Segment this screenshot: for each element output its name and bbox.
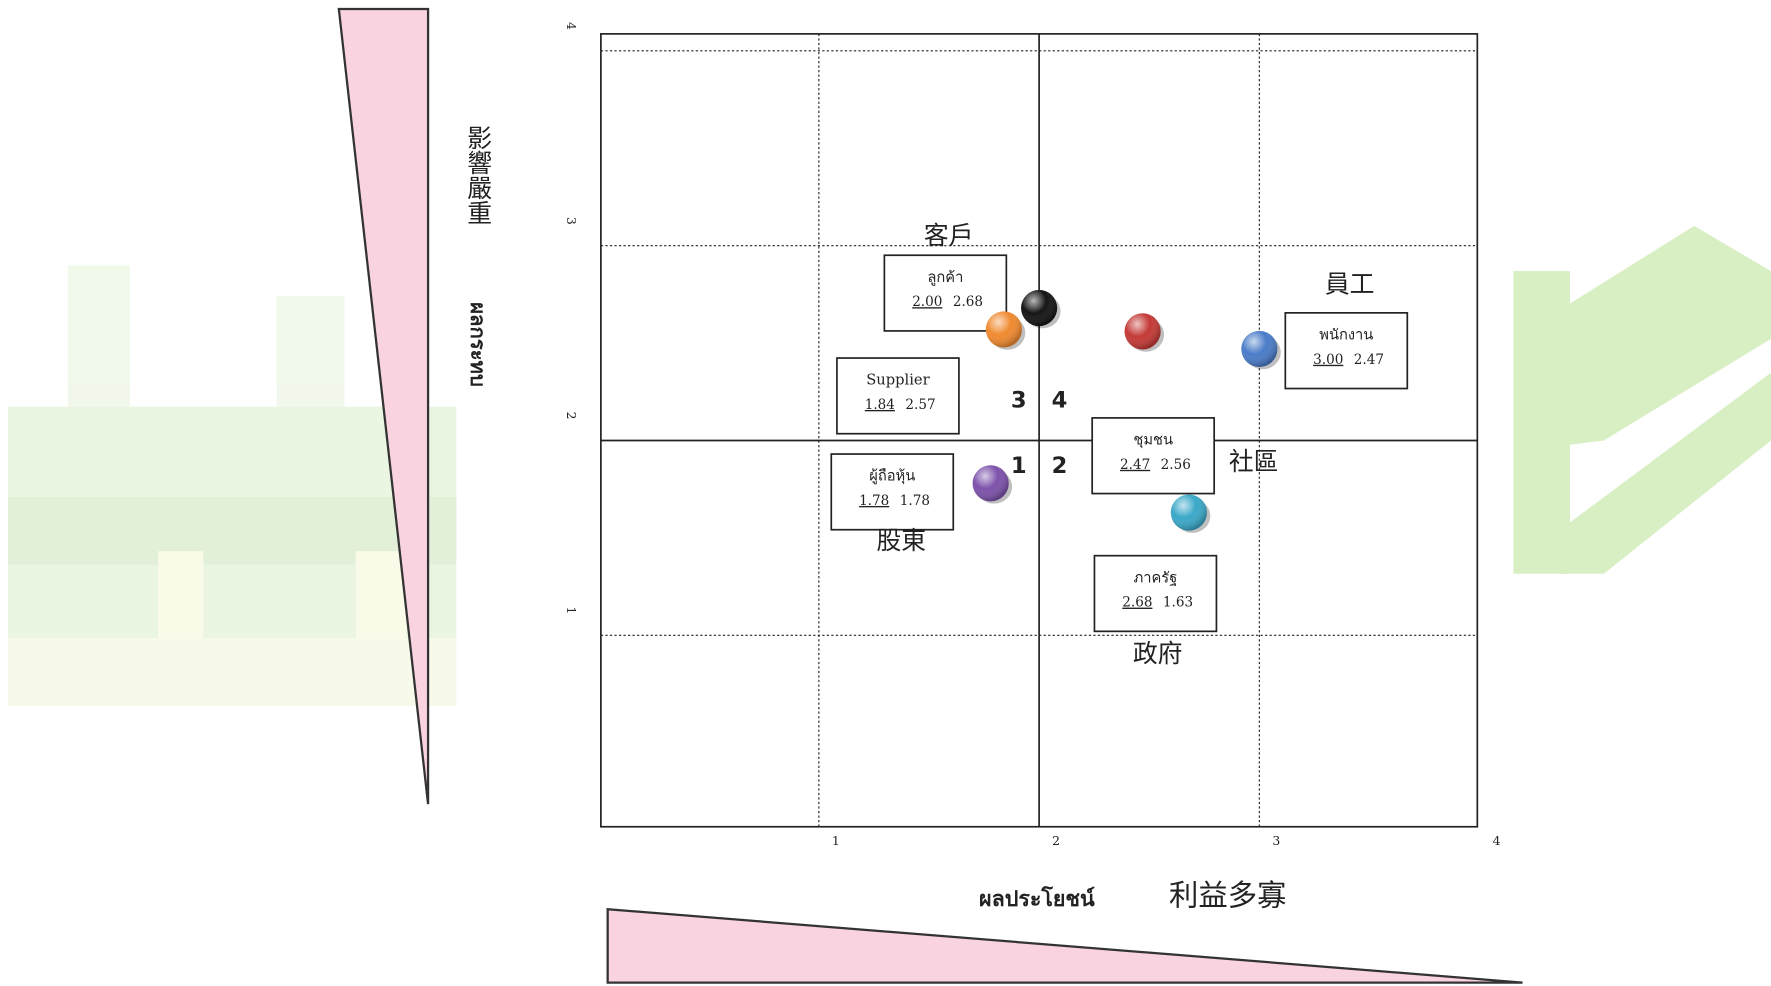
point-shine bbox=[985, 311, 1022, 348]
label-box bbox=[883, 254, 1008, 332]
quadrant-number: 4 bbox=[1052, 387, 1068, 413]
stakeholder: Supplier 1.84 2.57 bbox=[836, 311, 1026, 435]
label-name: Supplier bbox=[866, 372, 930, 389]
point-shine bbox=[1124, 313, 1161, 350]
label-name: ลูกค้า bbox=[927, 269, 963, 286]
y-tick-label: 4 bbox=[564, 22, 579, 30]
label-x-value: 1.84 bbox=[865, 397, 895, 413]
label-name: ผู้ถือหุ้น bbox=[869, 468, 915, 485]
label-name: พนักงาน bbox=[1319, 326, 1373, 343]
label-y-value: 2.57 bbox=[905, 397, 935, 413]
y-axis-label-translation: 影響嚴重 bbox=[464, 125, 493, 224]
stakeholder: ชุมชน 2.47 2.56 社區 bbox=[1091, 313, 1279, 495]
x-tick-label: 4 bbox=[1493, 833, 1501, 848]
label-box bbox=[836, 357, 960, 435]
quadrant-number: 2 bbox=[1052, 453, 1068, 479]
label-name: ภาครัฐ bbox=[1134, 569, 1178, 586]
label-box bbox=[830, 453, 955, 531]
label-translation: 客戶 bbox=[924, 221, 974, 250]
background-hand bbox=[1513, 225, 1771, 574]
x-tick-label: 3 bbox=[1272, 833, 1280, 848]
y-tick-label: 1 bbox=[564, 607, 579, 615]
impact-triangle bbox=[337, 7, 430, 805]
label-translation: 員工 bbox=[1325, 270, 1375, 299]
label-box bbox=[1093, 554, 1218, 633]
point-shine bbox=[1241, 330, 1278, 367]
label-y-value: 2.56 bbox=[1161, 457, 1191, 473]
label-x-value: 1.78 bbox=[859, 493, 889, 509]
label-x-value: 2.00 bbox=[912, 294, 942, 310]
x-tick-label: 1 bbox=[832, 833, 840, 848]
y-tick-label: 2 bbox=[564, 412, 579, 420]
label-translation: 股東 bbox=[876, 526, 926, 555]
x-axis-label-translation: 利益多寡 bbox=[1169, 878, 1286, 912]
y-tick-label: 3 bbox=[564, 217, 579, 225]
label-y-value: 1.78 bbox=[900, 493, 930, 509]
stakeholder: ภาครัฐ 2.68 1.63 政府 bbox=[1093, 494, 1218, 668]
label-y-value: 2.47 bbox=[1354, 352, 1384, 368]
label-y-value: 2.68 bbox=[953, 294, 983, 310]
label-box bbox=[1091, 417, 1216, 495]
label-x-value: 2.68 bbox=[1122, 595, 1152, 611]
benefit-triangle bbox=[606, 907, 1523, 984]
point-shine bbox=[1170, 494, 1207, 531]
point-shine bbox=[972, 465, 1009, 502]
x-tick-label: 2 bbox=[1052, 833, 1060, 848]
x-axis-label: ผลประโยชน์ bbox=[979, 885, 1095, 912]
label-x-value: 3.00 bbox=[1313, 352, 1343, 368]
y-axis-label: ผลกระทบ bbox=[466, 302, 490, 387]
quadrant-number: 1 bbox=[1011, 453, 1027, 479]
label-translation: 社區 bbox=[1229, 447, 1279, 476]
stakeholder: พนักงาน 3.00 2.47 員工 bbox=[1241, 270, 1409, 390]
label-box bbox=[1284, 312, 1409, 390]
label-y-value: 1.63 bbox=[1163, 595, 1193, 611]
label-x-value: 2.47 bbox=[1120, 457, 1150, 473]
label-name: ชุมชน bbox=[1133, 431, 1173, 448]
background-city bbox=[7, 265, 457, 706]
point-shine bbox=[1021, 289, 1058, 327]
stakeholder: ลูกค้า 2.00 2.68 客戶 bbox=[883, 221, 1061, 332]
quadrant-number: 3 bbox=[1011, 387, 1027, 413]
stakeholder: ผู้ถือหุ้น 1.78 1.78 股東 bbox=[830, 453, 1013, 555]
label-translation: 政府 bbox=[1133, 639, 1183, 668]
